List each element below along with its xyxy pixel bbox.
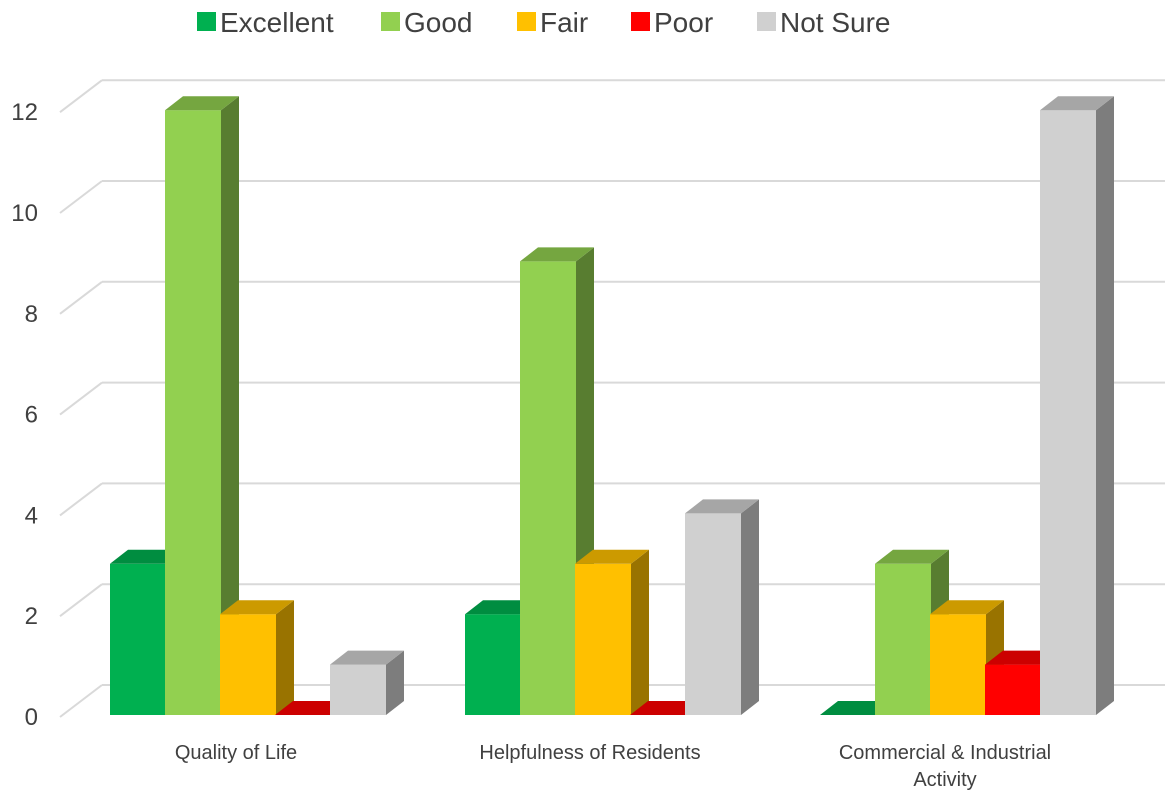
legend-label: Good [404,7,473,38]
bar-side [741,499,759,715]
gridline-side [59,583,103,617]
legend-item: Excellent [197,7,334,38]
bar-top [330,650,404,665]
y-tick-label: 4 [25,502,38,529]
legend: Excellent Good Fair Poor Not Sure [197,7,891,38]
x-tick-label: Quality of Life [175,742,297,764]
gridline-side [59,684,103,718]
bar [330,650,404,715]
x-axis-labels: Quality of Life Helpfulness of Residents C… [175,742,1051,791]
gridline-side [59,281,103,315]
bar-top [520,247,594,262]
legend-item: Fair [517,7,588,38]
bar [1040,96,1114,715]
legend-item: Poor [631,7,713,38]
gridline-side [59,482,103,517]
bar-top [930,600,1004,615]
bar-front [930,614,986,715]
legend-swatch [197,12,216,31]
bar-side [221,96,239,715]
bar-front [110,563,166,715]
bar [220,600,294,715]
y-tick-label: 12 [11,99,38,126]
y-tick-label: 2 [25,603,38,630]
bar-top [875,549,949,564]
bar-front [165,110,221,715]
bar-top [1040,96,1114,111]
legend-label: Excellent [220,7,334,38]
y-tick-label: 8 [25,301,38,328]
bar-front [520,261,576,715]
y-axis-labels: 0 2 4 6 8 10 12 [11,99,38,731]
bar-front [220,614,276,715]
legend-item: Not Sure [757,7,891,38]
bar-front [465,614,521,715]
y-tick-label: 0 [25,704,38,731]
legend-swatch [381,12,400,31]
bar [575,549,649,715]
legend-item: Good [381,7,473,38]
x-tick-label: Helpfulness of Residents [479,742,700,764]
legend-label: Not Sure [780,7,891,38]
legend-swatch [757,12,776,31]
bar-side [386,650,404,715]
bar [165,96,239,715]
bar-side [1096,96,1114,715]
bar-front [575,563,631,715]
gridline-side [59,79,103,113]
bar-front [1040,110,1096,715]
y-tick-label: 10 [11,200,38,227]
legend-swatch [631,12,650,31]
bar-front [330,664,386,715]
bar-top [165,96,239,111]
bar [685,499,759,715]
bar-front [875,563,931,715]
x-tick-label: Activity [913,769,976,791]
bars [110,96,1114,715]
gridline-side [59,180,103,214]
bar-top [575,549,649,564]
x-tick-label: Commercial & Industrial [839,742,1051,764]
bar-front [685,513,741,715]
gridline-side [59,381,103,416]
gridlines [59,79,1165,718]
bar-front [985,664,1041,715]
bar-side [631,549,649,715]
legend-label: Fair [540,7,588,38]
bar-top [220,600,294,615]
y-tick-label: 6 [25,402,38,429]
legend-swatch [517,12,536,31]
bar-side [276,600,294,715]
bar-top [685,499,759,514]
legend-label: Poor [654,7,713,38]
